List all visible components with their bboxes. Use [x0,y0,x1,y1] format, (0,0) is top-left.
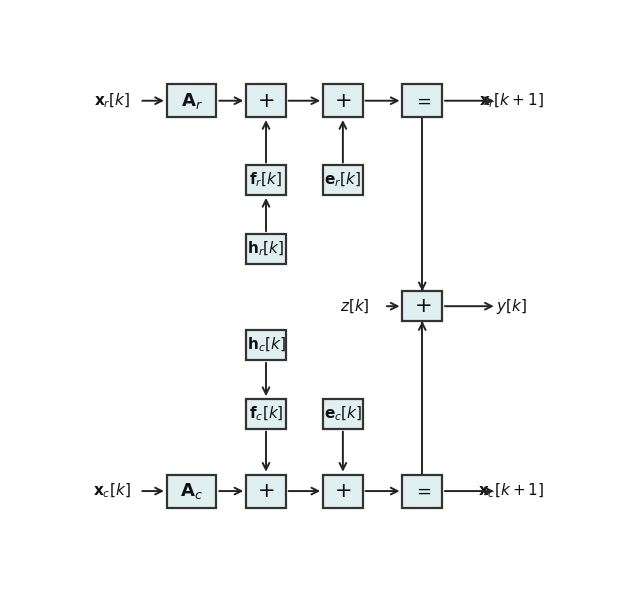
Text: $\mathbf{f}_c[k]$: $\mathbf{f}_c[k]$ [249,405,284,423]
Text: $=$: $=$ [413,482,431,500]
Text: $+$: $+$ [257,481,275,501]
Bar [246,234,286,264]
Text: $\mathbf{x}_r[k+1]$: $\mathbf{x}_r[k+1]$ [479,92,544,110]
Text: $z[k]$: $z[k]$ [340,298,369,315]
Bar [167,475,216,508]
Text: $+$: $+$ [334,90,351,111]
Text: $\mathbf{A}_c$: $\mathbf{A}_c$ [180,481,203,501]
Text: $\mathbf{x}_c[k]$: $\mathbf{x}_c[k]$ [93,482,131,500]
Text: $+$: $+$ [413,296,431,316]
Bar [323,475,363,508]
Text: $\mathbf{h}_c[k]$: $\mathbf{h}_c[k]$ [246,336,285,355]
Text: $\mathbf{e}_r[k]$: $\mathbf{e}_r[k]$ [324,171,362,189]
Text: $y[k]$: $y[k]$ [496,297,527,316]
Bar [403,475,442,508]
Text: $+$: $+$ [334,481,351,501]
Text: $\mathbf{e}_c[k]$: $\mathbf{e}_c[k]$ [324,405,362,423]
Text: $\mathbf{x}_r[k]$: $\mathbf{x}_r[k]$ [94,92,131,110]
Bar [323,165,363,195]
Bar [403,292,442,321]
Text: $=$: $=$ [413,92,431,109]
Text: $+$: $+$ [257,90,275,111]
Bar [246,84,286,117]
Bar [323,84,363,117]
Bar [246,475,286,508]
Bar [246,399,286,429]
Text: $\mathbf{A}_r$: $\mathbf{A}_r$ [180,90,203,111]
Bar [246,165,286,195]
Bar [246,330,286,360]
Text: $\mathbf{h}_r[k]$: $\mathbf{h}_r[k]$ [247,240,285,258]
Text: $\mathbf{x}_c[k+1]$: $\mathbf{x}_c[k+1]$ [479,482,545,500]
Bar [323,399,363,429]
Text: $\mathbf{f}_r[k]$: $\mathbf{f}_r[k]$ [250,171,282,189]
Bar [403,84,442,117]
Bar [167,84,216,117]
